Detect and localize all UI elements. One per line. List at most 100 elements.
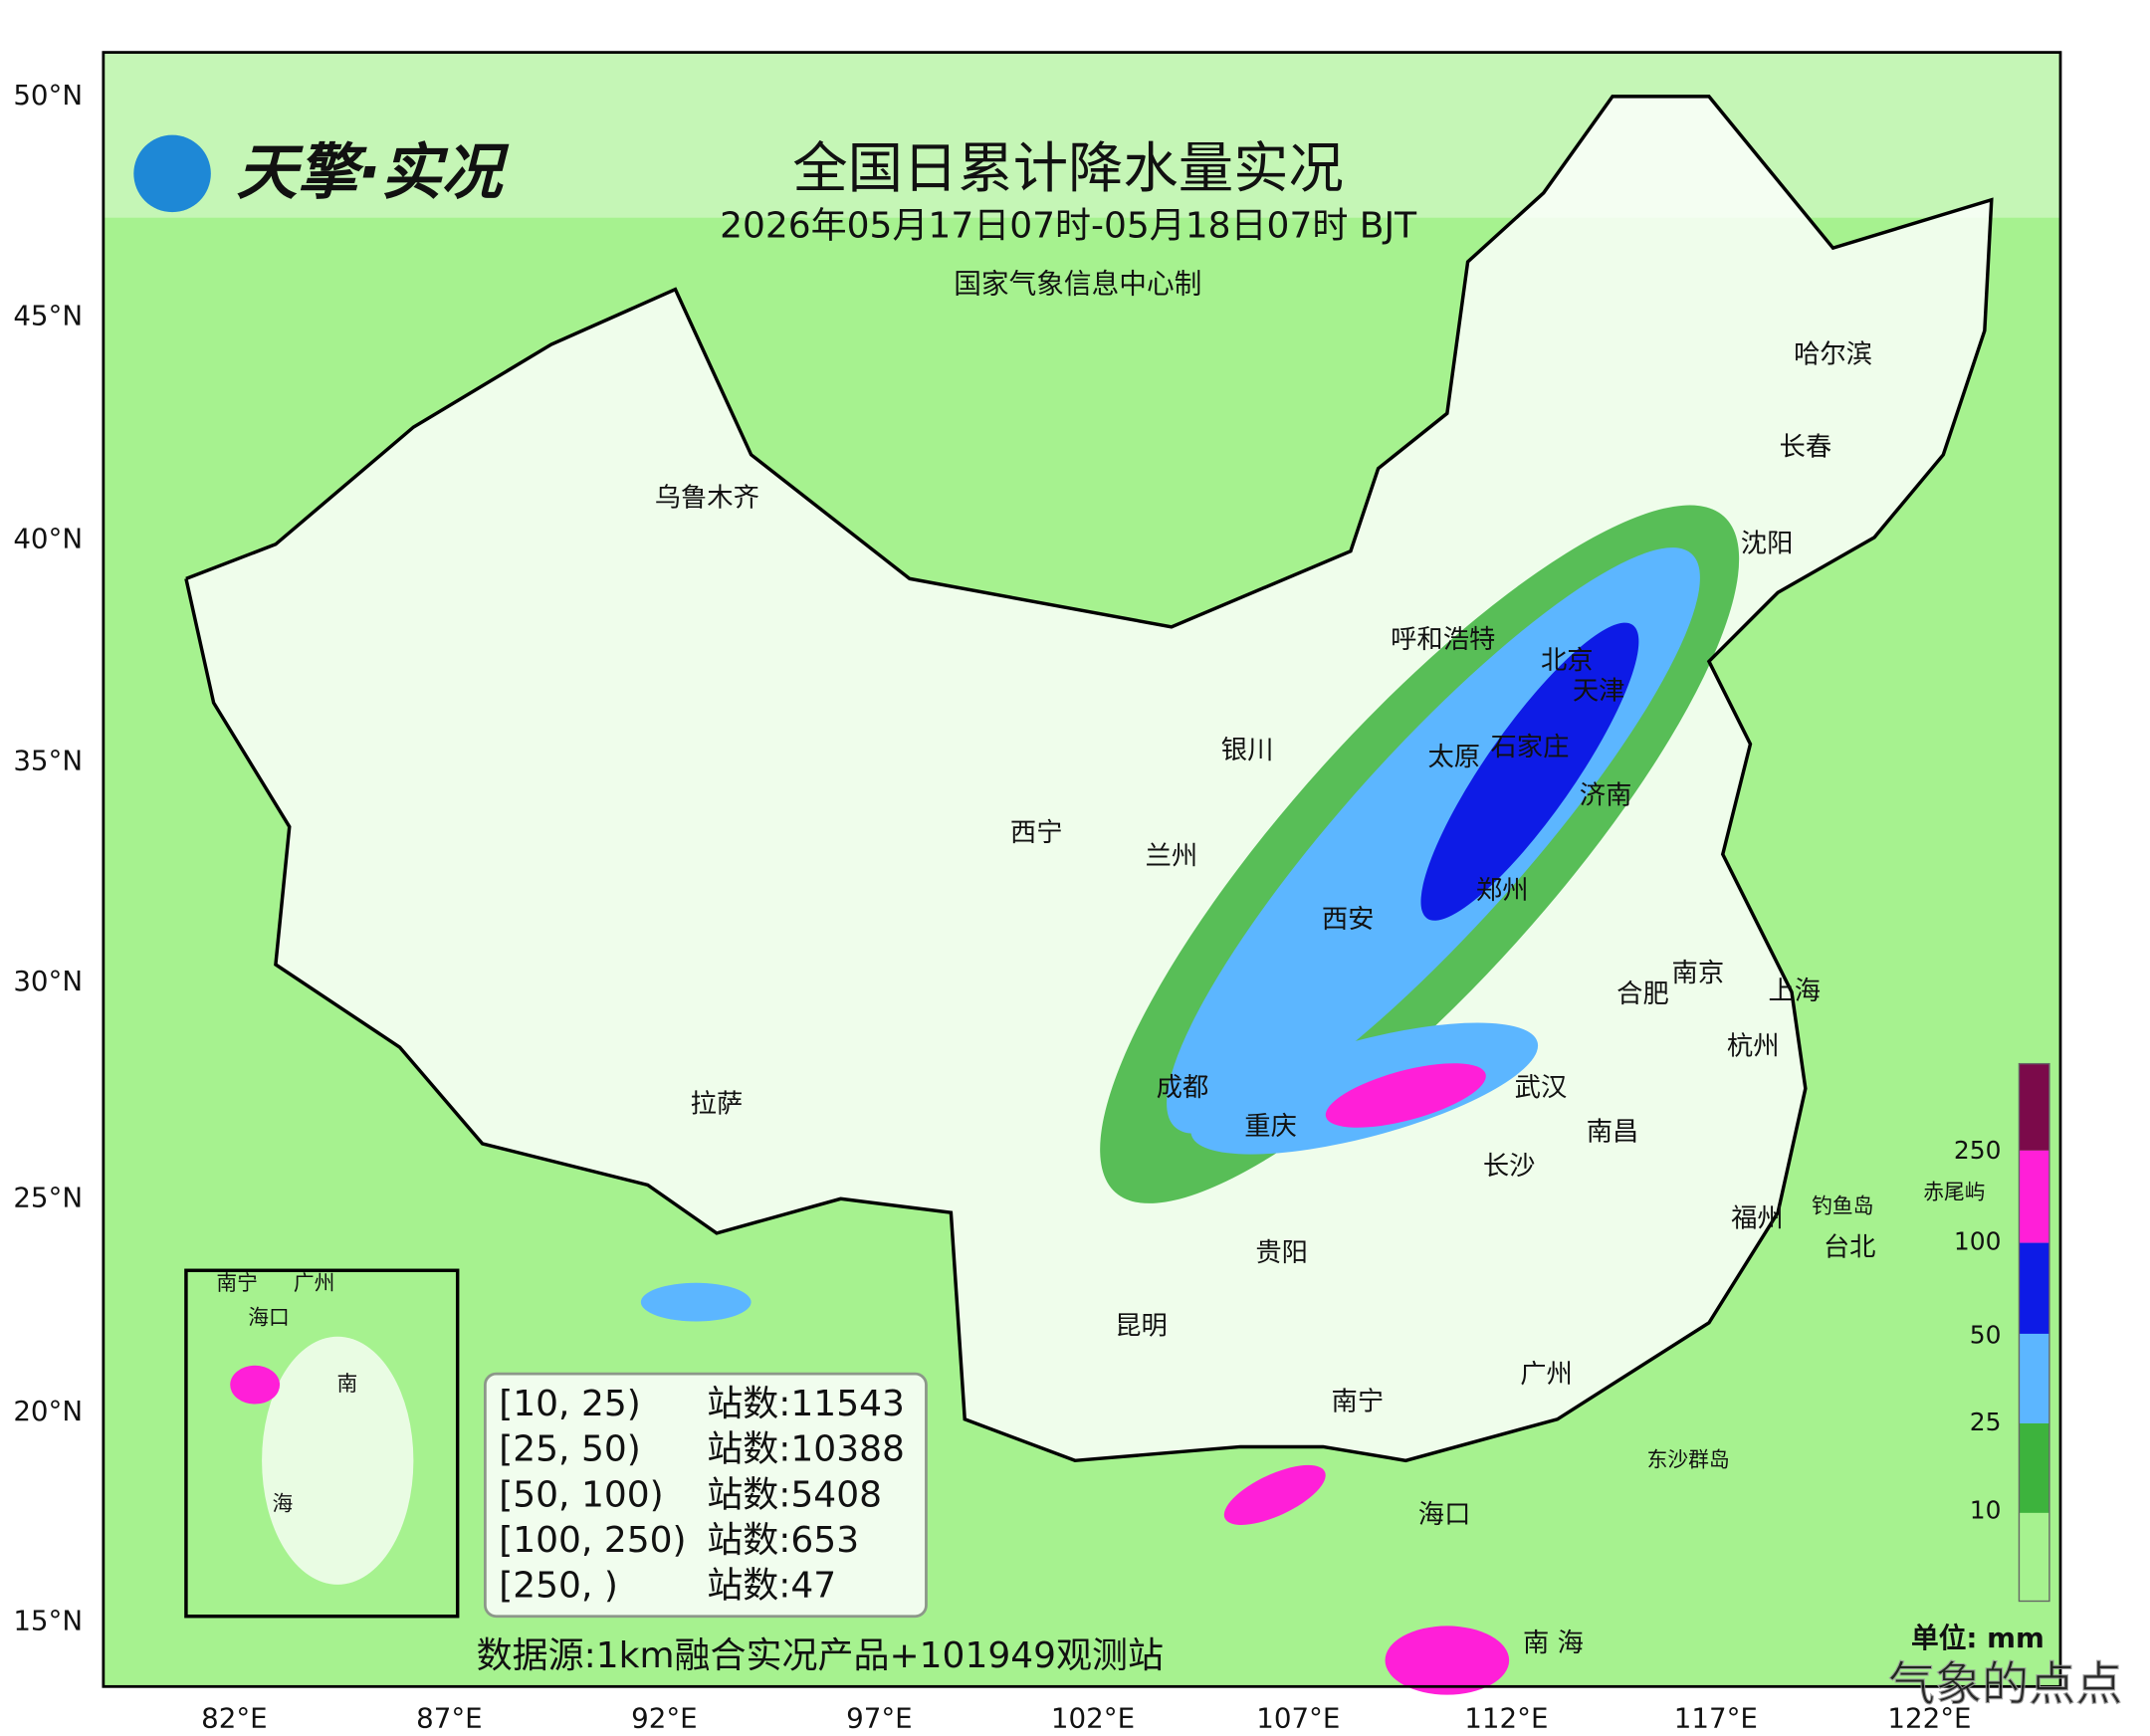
- city-label: 南宁: [1332, 1388, 1385, 1417]
- lon-label: 112°E: [1464, 1702, 1548, 1732]
- city-label: 昆明: [1115, 1312, 1168, 1342]
- city-label: 南昌: [1587, 1117, 1639, 1147]
- lat-label: 15°N: [13, 1604, 83, 1636]
- city-label: 重庆: [1244, 1112, 1297, 1142]
- city-label: 乌鲁木齐: [655, 484, 759, 514]
- producer: 国家气象信息中心制: [954, 268, 1201, 301]
- colorbar-segment: [2019, 1063, 2049, 1151]
- inset-label: 广州: [294, 1271, 335, 1295]
- city-label: 兰州: [1146, 842, 1198, 872]
- city-label: 海口: [1418, 1500, 1471, 1530]
- colorbar-segment: [2019, 1512, 2049, 1602]
- lon-label: 102°E: [1051, 1702, 1135, 1732]
- precip-extreme: [230, 1365, 281, 1405]
- city-label: 西安: [1322, 905, 1375, 935]
- title: 全国日累计降水量实况: [792, 137, 1344, 201]
- city-label: 上海: [1768, 976, 1821, 1006]
- lon-label: 87°E: [416, 1702, 483, 1732]
- city-label: 钓鱼岛: [1812, 1194, 1873, 1218]
- inset-label: 海: [272, 1492, 293, 1516]
- stats-count: 站数:10388: [707, 1429, 905, 1470]
- lat-label: 45°N: [13, 299, 83, 331]
- precip-extreme: [1325, 1063, 1486, 1128]
- stats-range: [10, 25): [499, 1384, 641, 1424]
- stats-box: [484, 1372, 928, 1619]
- unit-label: 单位: mm: [1911, 1622, 2044, 1654]
- colorbar-frame: [2018, 1062, 2050, 1603]
- city-label: 太原: [1427, 743, 1480, 772]
- logo: 天擎·实况: [133, 134, 510, 213]
- stats-count: 站数:11543: [707, 1384, 905, 1424]
- city-label: 哈尔滨: [1794, 340, 1872, 370]
- stats-range: [250, ): [499, 1566, 618, 1607]
- city-label: 石家庄: [1490, 733, 1569, 762]
- inset-sea: [262, 1336, 414, 1585]
- lon-label: 92°E: [631, 1702, 698, 1732]
- city-label: 福州: [1731, 1204, 1784, 1234]
- city-label: 长春: [1780, 432, 1832, 462]
- city-label: 台北: [1824, 1233, 1876, 1263]
- data-source: 数据源:1km融合实况产品+101949观测站: [477, 1635, 1164, 1676]
- city-label: 北京: [1541, 646, 1594, 676]
- inset-label: 南宁: [216, 1271, 258, 1295]
- lat-label: 20°N: [13, 1395, 83, 1427]
- city-label: 合肥: [1616, 979, 1669, 1009]
- colorbar-tick-label: 100: [1954, 1227, 2002, 1256]
- lon-label: 122°E: [1887, 1702, 1971, 1732]
- colorbar-tick-label: 25: [1970, 1408, 2002, 1436]
- city-label: 南京: [1672, 959, 1725, 988]
- colorbar-tick-label: 50: [1970, 1321, 2002, 1350]
- precip-storm: [1420, 622, 1639, 921]
- map-area: [102, 51, 2062, 1695]
- stats-range: [100, 250): [499, 1520, 686, 1561]
- inset-label: 南: [337, 1372, 358, 1396]
- inset-label: 海口: [248, 1306, 290, 1330]
- lat-label: 30°N: [13, 965, 83, 997]
- city-label: 杭州: [1727, 1032, 1780, 1062]
- lat-label: 35°N: [13, 744, 83, 776]
- lon-label: 107°E: [1256, 1702, 1340, 1732]
- inset-map: [184, 1268, 460, 1619]
- city-label: 沈阳: [1741, 529, 1794, 558]
- lat-label: 40°N: [13, 523, 83, 555]
- city-label: 西宁: [1010, 818, 1063, 848]
- lon-label: 97°E: [846, 1702, 913, 1732]
- city-label: 赤尾屿: [1923, 1181, 1985, 1204]
- china-land: [185, 96, 1992, 1461]
- logo-globe: [133, 134, 211, 213]
- city-label: 银川: [1221, 736, 1274, 765]
- lat-label: 25°N: [13, 1181, 83, 1213]
- watermark: 气象的点点: [1888, 1657, 2122, 1712]
- city-label: 南 海: [1523, 1628, 1584, 1658]
- colorbar: [2018, 1062, 2050, 1603]
- precip-extreme: [1223, 1464, 1326, 1525]
- subtitle: 2026年05月17日07时-05月18日07时 BJT: [720, 205, 1417, 246]
- colorbar-segment: [2019, 1242, 2049, 1334]
- colorbar-segment: [2019, 1150, 2049, 1243]
- border: [184, 95, 1994, 1463]
- stats-count: 站数:47: [707, 1566, 836, 1607]
- city-label: 贵阳: [1255, 1238, 1308, 1268]
- city-label: 天津: [1573, 676, 1625, 706]
- stats-count: 站数:653: [707, 1520, 859, 1561]
- sky-fade: [103, 52, 2060, 218]
- stats-count: 站数:5408: [707, 1474, 882, 1515]
- city-label: 济南: [1580, 781, 1632, 811]
- city-label: 呼和浩特: [1391, 625, 1495, 655]
- city-label: 武汉: [1515, 1073, 1568, 1103]
- city-label: 广州: [1520, 1360, 1573, 1390]
- stats-range: [50, 100): [499, 1474, 663, 1515]
- lon-label: 82°E: [201, 1702, 268, 1732]
- city-label: 拉萨: [691, 1090, 744, 1120]
- colorbar-tick-label: 250: [1954, 1136, 2002, 1165]
- city-label: 东沙群岛: [1647, 1447, 1730, 1471]
- colorbar-segment: [2019, 1333, 2049, 1423]
- city-label: 郑州: [1476, 876, 1529, 906]
- stats-range: [25, 50): [499, 1429, 641, 1470]
- lon-label: 117°E: [1674, 1702, 1758, 1732]
- colorbar-segment: [2019, 1422, 2049, 1513]
- logo-text: 天擎·实况: [237, 137, 510, 208]
- colorbar-tick-label: 10: [1970, 1496, 2002, 1525]
